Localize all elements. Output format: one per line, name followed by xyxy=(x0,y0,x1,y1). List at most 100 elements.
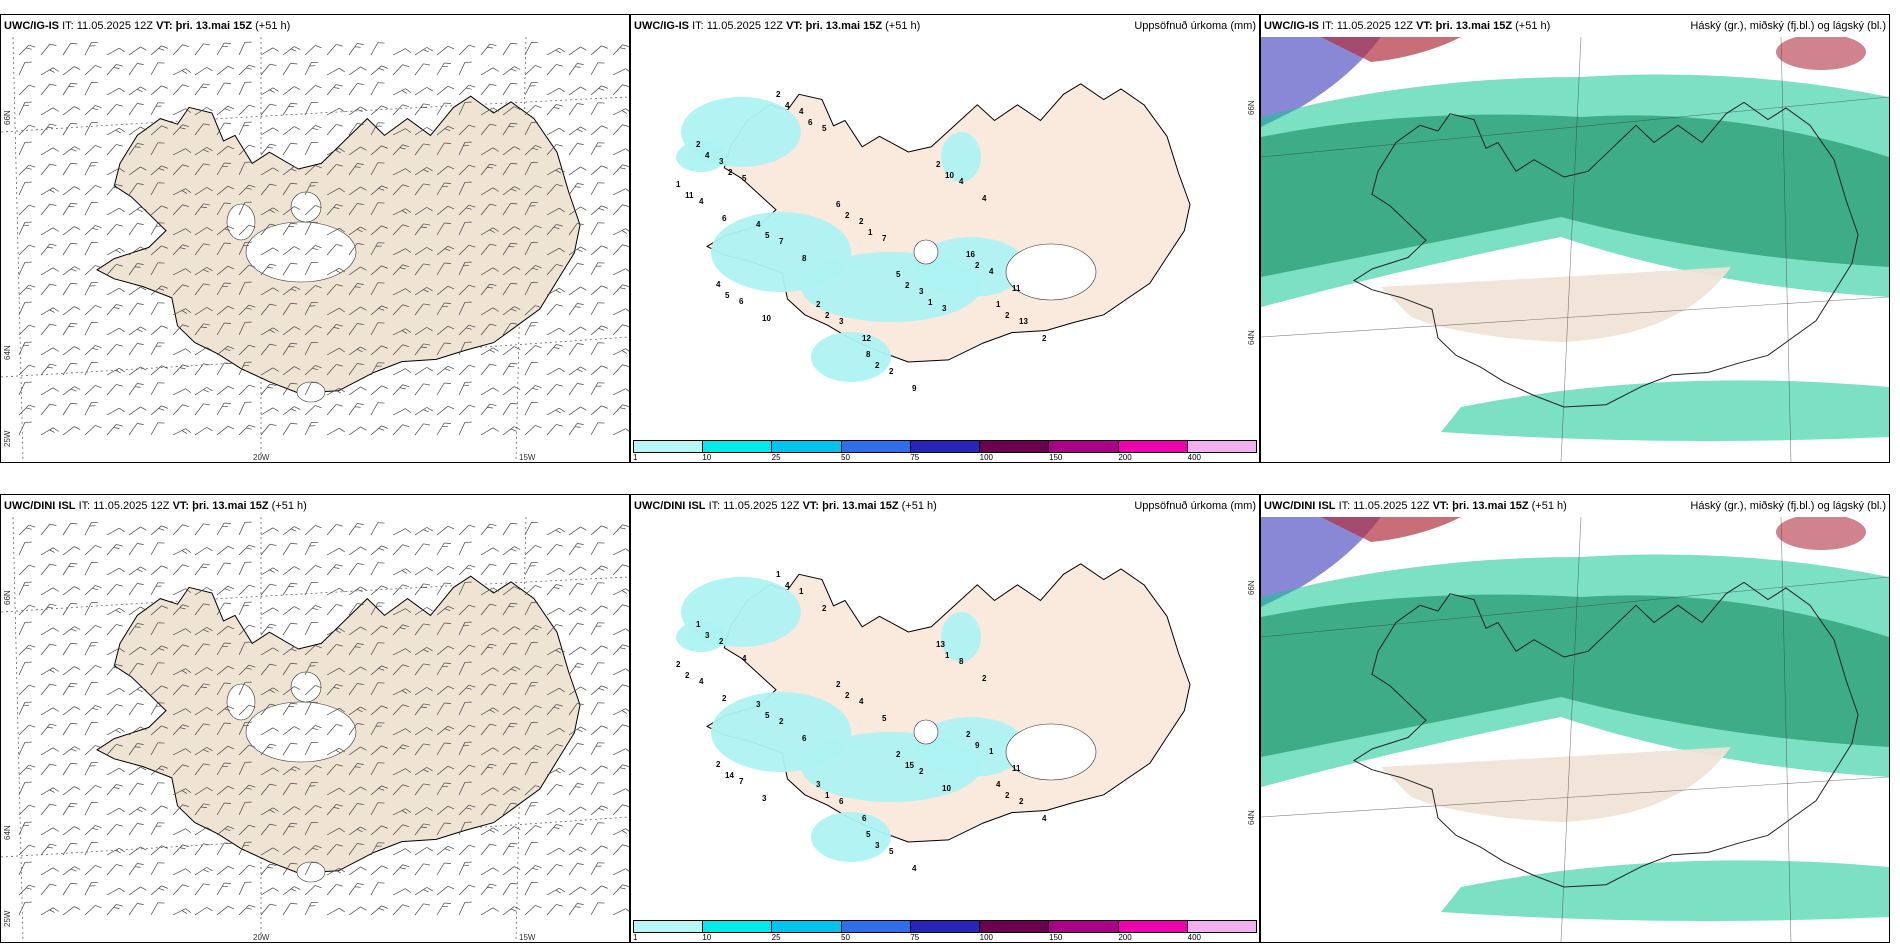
wind-barb xyxy=(128,623,144,636)
wind-barb xyxy=(436,662,451,676)
wind-barb xyxy=(304,142,319,156)
wind-barb xyxy=(106,727,125,736)
wind-barb xyxy=(612,348,629,356)
wind-barb xyxy=(546,327,565,336)
precip-area xyxy=(811,812,891,862)
wind-barb xyxy=(304,862,319,876)
colorbar-tick-label: 1 xyxy=(633,933,638,942)
wind-barb xyxy=(238,824,256,836)
wind-barb xyxy=(392,848,412,856)
wind-barb xyxy=(18,44,36,56)
wind-barb xyxy=(502,82,518,96)
precip-value-label: 1 xyxy=(868,228,873,237)
high-cloud-red-area xyxy=(1776,517,1866,550)
wind-barb xyxy=(282,46,301,56)
wind-barb xyxy=(150,165,168,176)
wind-barb xyxy=(128,143,144,156)
wind-barb xyxy=(40,123,57,136)
precip-value-label: 4 xyxy=(912,864,917,873)
wind-barb xyxy=(304,582,319,596)
lon-gridline xyxy=(515,517,527,942)
wind-barb xyxy=(282,166,301,176)
precip-value-label: 2 xyxy=(1042,334,1047,343)
wind-barb xyxy=(216,425,235,436)
wind-barb xyxy=(84,242,99,256)
wind-barb xyxy=(18,84,36,96)
wind-barb xyxy=(326,684,343,696)
wind-barb xyxy=(392,224,410,236)
wind-barb xyxy=(392,648,412,656)
wind-barb xyxy=(392,424,410,436)
wind-barb xyxy=(348,883,364,896)
precip-value-label: 4 xyxy=(996,780,1001,789)
wind-barb xyxy=(18,421,32,436)
wind-barb xyxy=(304,725,322,736)
wind-barb xyxy=(260,47,279,56)
wind-barb xyxy=(502,402,518,416)
wind-barb xyxy=(18,244,36,256)
wind-barb xyxy=(40,283,57,296)
precip-area xyxy=(811,332,891,382)
wind-barb xyxy=(216,122,231,136)
wind-barb xyxy=(546,127,565,136)
wind-barb xyxy=(18,821,32,836)
precip-value-label: 7 xyxy=(739,777,744,786)
wind-barb xyxy=(150,405,168,416)
lon-gridline xyxy=(12,517,24,942)
wind-barb xyxy=(194,227,213,236)
wind-barb xyxy=(238,81,252,96)
wind-barb xyxy=(480,283,497,296)
wind-barb xyxy=(414,183,431,196)
wind-barb xyxy=(18,604,36,616)
glacier-patch xyxy=(1005,243,1097,301)
wind-barb xyxy=(84,322,99,336)
wind-barb xyxy=(194,907,213,916)
precip-value-label: 1 xyxy=(996,300,1001,309)
wind-barb xyxy=(370,242,385,256)
wind-barb xyxy=(590,62,605,76)
wind-barb xyxy=(458,404,476,416)
wind-barb xyxy=(480,827,499,836)
wind-barb xyxy=(524,322,539,336)
wind-barb xyxy=(370,722,385,736)
lead-time: (+51 h) xyxy=(1531,500,1567,512)
lon-label-15w: 15W xyxy=(519,933,536,942)
wind-barb xyxy=(150,582,165,596)
wind-barb xyxy=(502,826,521,836)
wind-barb xyxy=(304,822,319,836)
wind-barb xyxy=(568,606,587,616)
init-time: 11.05.2025 12Z xyxy=(93,500,170,512)
wind-barb xyxy=(590,342,605,356)
wind-barb xyxy=(150,262,165,276)
wind-barb xyxy=(348,906,367,916)
wind-barb xyxy=(348,666,367,676)
iceland-coastline xyxy=(1352,101,1859,408)
wind-barb xyxy=(128,166,147,176)
wind-barb xyxy=(502,426,521,436)
wind-barb xyxy=(458,44,476,56)
wind-barb xyxy=(392,288,412,296)
wind-barb xyxy=(370,345,388,356)
wind-barb xyxy=(40,227,59,236)
wind-barb xyxy=(568,63,584,76)
wind-barb xyxy=(502,322,518,336)
wind-barb xyxy=(106,104,123,116)
wind-barb xyxy=(172,428,192,436)
wind-barb xyxy=(128,343,144,356)
colorbar-cell xyxy=(703,441,773,452)
wind-barb xyxy=(436,542,451,556)
wind-barb xyxy=(568,623,584,636)
glacier-patch xyxy=(245,221,357,283)
wind-barb xyxy=(392,104,410,116)
wind-barb xyxy=(84,562,99,576)
wind-barb xyxy=(106,544,123,556)
wind-barb xyxy=(590,285,608,296)
wind-barb xyxy=(436,782,451,796)
wind-barb xyxy=(106,367,125,376)
precip-value-label: 2 xyxy=(728,168,733,177)
wind-barb xyxy=(84,905,102,916)
wind-barb xyxy=(524,705,542,716)
wind-barb xyxy=(568,646,587,656)
wind-barb xyxy=(392,384,410,396)
wind-barb xyxy=(392,768,412,776)
